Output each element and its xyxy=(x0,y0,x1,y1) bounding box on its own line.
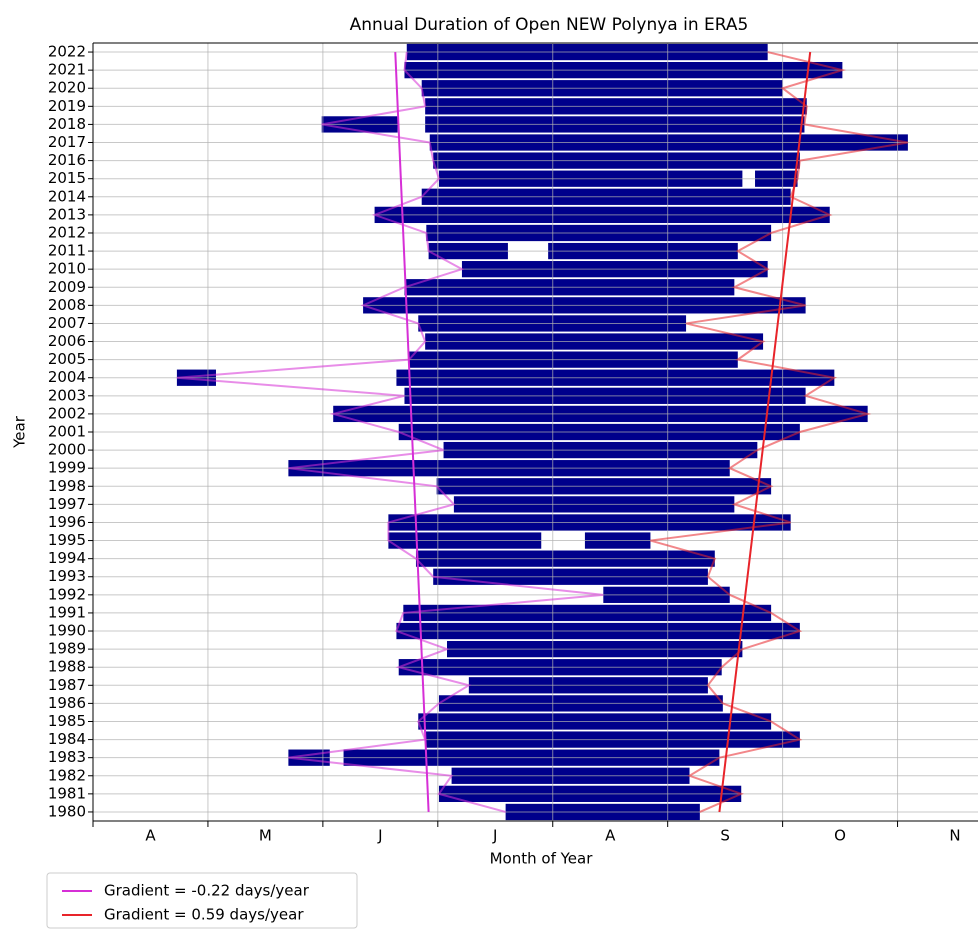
y-tick-label: 2000 xyxy=(48,441,86,459)
y-tick-label: 1998 xyxy=(48,477,86,495)
y-tick-label: 2002 xyxy=(48,404,86,422)
y-tick-label: 1989 xyxy=(48,640,86,658)
y-tick-label: 2017 xyxy=(48,133,86,151)
y-tick-label: 1980 xyxy=(48,802,86,820)
legend-label: Gradient = -0.22 days/year xyxy=(104,882,310,900)
x-tick-label: J xyxy=(492,827,497,845)
connector-line xyxy=(650,51,909,813)
y-tick-label: 2003 xyxy=(48,386,86,404)
trend-line xyxy=(718,51,812,813)
y-tick-label: 2015 xyxy=(48,169,86,187)
y-tick-label: 1987 xyxy=(48,676,86,694)
y-tick-label: 2016 xyxy=(48,151,86,169)
y-tick-label: 1999 xyxy=(48,459,86,477)
y-tick-label: 1994 xyxy=(48,549,86,567)
y-tick-label: 1981 xyxy=(48,784,86,802)
y-tick-label: 1991 xyxy=(48,603,86,621)
y-tick-label: 1985 xyxy=(48,712,86,730)
y-tick-label: 1988 xyxy=(48,658,86,676)
y-tick-label: 2008 xyxy=(48,296,86,314)
y-tick-label: 2013 xyxy=(48,205,86,223)
y-tick-label: 2004 xyxy=(48,368,86,386)
x-tick-label: S xyxy=(720,827,730,845)
x-tick-label: A xyxy=(145,827,156,845)
x-tick-label: N xyxy=(949,827,960,845)
y-tick-label: 1992 xyxy=(48,585,86,603)
y-tick-label: 2006 xyxy=(48,332,86,350)
y-axis-label: Year xyxy=(11,415,29,449)
x-tick-label: J xyxy=(377,827,382,845)
legend-label: Gradient = 0.59 days/year xyxy=(104,906,304,924)
x-tick-label: M xyxy=(259,827,272,845)
y-tick-label: 1990 xyxy=(48,622,86,640)
y-tick-label: 1996 xyxy=(48,513,86,531)
y-tick-label: 2005 xyxy=(48,350,86,368)
legend-box xyxy=(46,872,358,929)
y-tick-label: 2011 xyxy=(48,242,86,260)
y-tick-label: 2018 xyxy=(48,115,86,133)
x-tick-label: O xyxy=(834,827,846,845)
y-tick-label: 1983 xyxy=(48,748,86,766)
trend-line xyxy=(394,52,430,812)
y-tick-label: 2022 xyxy=(48,43,86,61)
y-tick-label: 2010 xyxy=(48,260,86,278)
y-tick-label: 2007 xyxy=(48,314,86,332)
connector-line xyxy=(176,51,604,813)
y-tick-label: 1986 xyxy=(48,694,86,712)
x-axis-label: Month of Year xyxy=(490,850,594,868)
y-tick-label: 1995 xyxy=(48,531,86,549)
chart-title: Annual Duration of Open NEW Polynya in E… xyxy=(350,15,749,35)
y-tick-label: 2014 xyxy=(48,187,86,205)
y-tick-label: 2012 xyxy=(48,223,86,241)
y-tick-label: 2019 xyxy=(48,97,86,115)
y-tick-label: 2021 xyxy=(48,61,86,79)
y-tick-label: 2020 xyxy=(48,79,86,97)
y-tick-label: 2001 xyxy=(48,423,86,441)
y-tick-label: 1993 xyxy=(48,567,86,585)
x-tick-label: A xyxy=(605,827,616,845)
y-tick-label: 1997 xyxy=(48,495,86,513)
y-tick-label: 1982 xyxy=(48,766,86,784)
y-tick-label: 2009 xyxy=(48,278,86,296)
y-tick-label: 1984 xyxy=(48,730,86,748)
